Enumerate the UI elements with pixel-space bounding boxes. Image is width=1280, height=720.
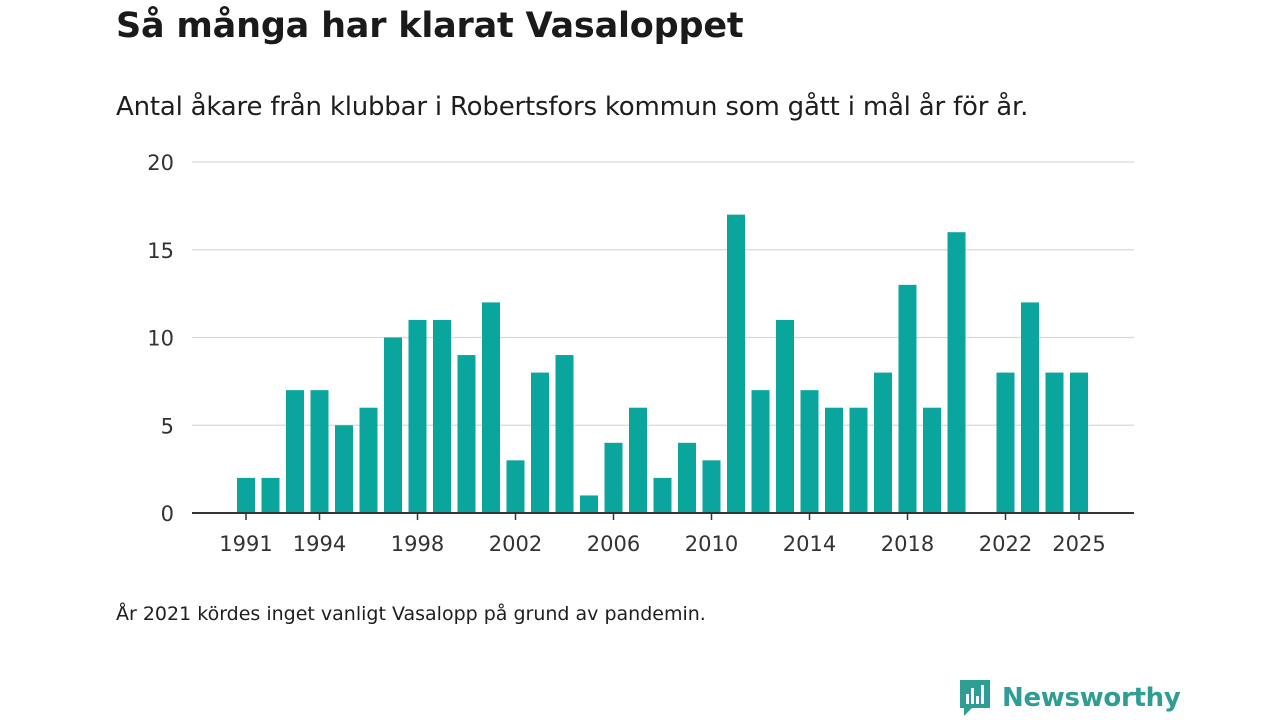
bar-2014 (800, 390, 819, 513)
bar-2020 (947, 232, 966, 513)
bar-2022 (996, 372, 1015, 513)
bar-2003 (531, 372, 549, 513)
y-tick-label: 15 (147, 239, 174, 263)
bar-2004 (555, 355, 574, 513)
bar-2017 (874, 372, 892, 513)
bar-1994 (310, 390, 329, 513)
bar-2013 (776, 319, 794, 513)
x-tick-label: 2010 (685, 532, 738, 556)
bar-1991 (237, 477, 255, 513)
bar-2025 (1070, 372, 1088, 513)
brand-name: Newsworthy (1002, 683, 1181, 713)
x-tick-label: 1991 (219, 532, 272, 556)
bar-1993 (286, 390, 304, 513)
bar-1995 (335, 425, 353, 513)
y-tick-label: 0 (161, 502, 174, 526)
bar-1992 (261, 477, 280, 513)
bar-2010 (702, 460, 721, 513)
x-tick-label: 2014 (783, 532, 836, 556)
bar-2001 (482, 302, 500, 513)
bar-1998 (408, 319, 427, 513)
bar-2015 (825, 407, 843, 513)
x-tick-label: 2006 (587, 532, 640, 556)
x-tick-label: 1998 (391, 532, 444, 556)
bar-2012 (751, 390, 770, 513)
bar-1996 (359, 407, 378, 513)
x-tick-label: 2018 (881, 532, 934, 556)
chart-title: Så många har klarat Vasaloppet (116, 6, 744, 46)
bar-2023 (1021, 302, 1039, 513)
x-tick-label: 1994 (293, 532, 346, 556)
y-tick-label: 10 (147, 327, 174, 351)
y-tick-label: 20 (147, 151, 174, 175)
bar-2005 (580, 495, 598, 513)
x-tick-label: 2022 (979, 532, 1032, 556)
bar-1997 (384, 337, 402, 513)
bar-chart: 0 5 10 15 20 1991 1994 1998 2002 2006 2010 2014 201… (147, 151, 1134, 556)
chart-subtitle: Antal åkare från klubbar i Robertsfors k… (116, 92, 1029, 122)
bar-2002 (506, 460, 525, 513)
x-tick-label: 2002 (489, 532, 542, 556)
bar-2018 (898, 284, 917, 513)
gridlines (192, 161, 1134, 426)
y-tick-label: 5 (161, 414, 174, 438)
bar-2000 (457, 355, 476, 513)
bar-1999 (433, 319, 451, 513)
bar-2011 (727, 214, 745, 513)
bar-2024 (1045, 372, 1064, 513)
newsworthy-logo-icon (960, 680, 990, 716)
y-axis-tick-labels: 0 5 10 15 20 (147, 151, 174, 526)
bar-2016 (849, 407, 868, 513)
bar-2008 (653, 477, 672, 513)
bar-2007 (629, 407, 647, 513)
brand-logo: Newsworthy (958, 678, 1181, 718)
x-tick-label: 2025 (1052, 532, 1105, 556)
x-axis-tick-labels: 1991 1994 1998 2002 2006 2010 2014 2018 2022 2025 (219, 513, 1106, 556)
bar-2019 (923, 407, 941, 513)
bars (237, 214, 1088, 513)
bar-2006 (604, 442, 623, 513)
bar-2009 (678, 442, 696, 513)
footnote: År 2021 kördes inget vanligt Vasalopp på… (116, 603, 706, 625)
